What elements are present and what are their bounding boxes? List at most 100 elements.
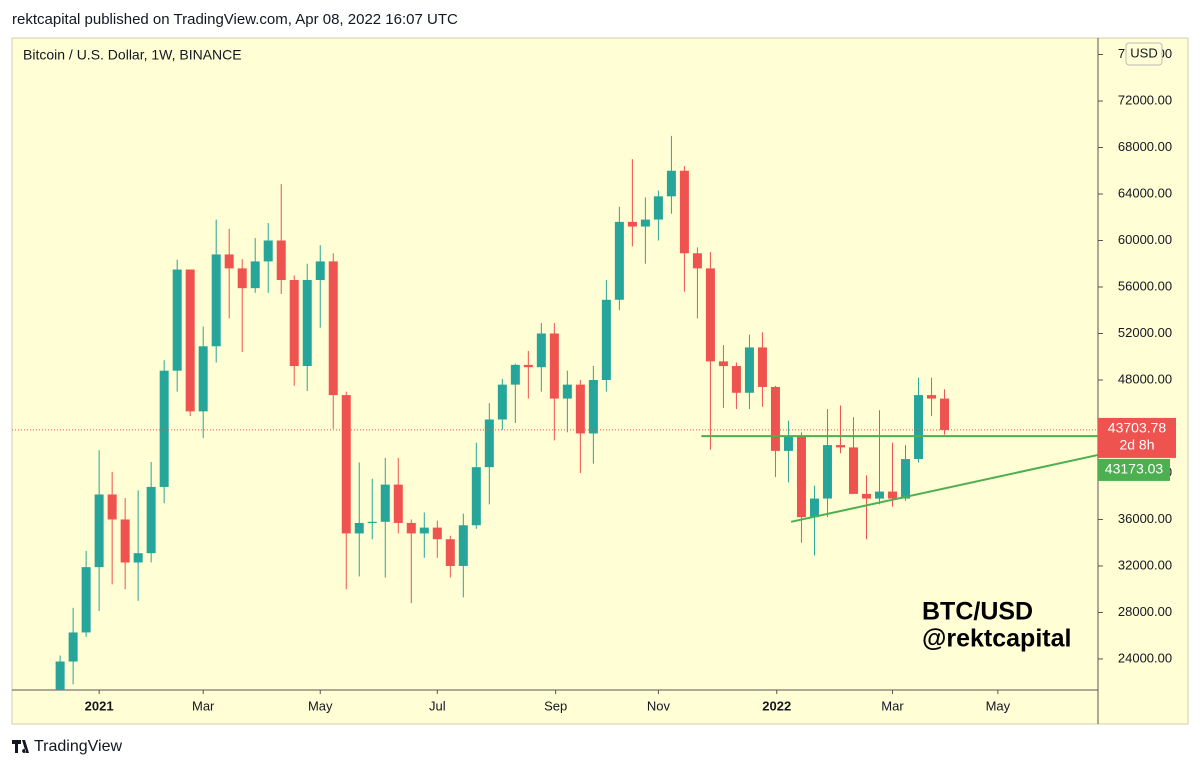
candle-body bbox=[757, 347, 767, 387]
candle-body bbox=[575, 384, 585, 434]
x-tick-label: Mar bbox=[192, 698, 215, 713]
candle-body bbox=[484, 419, 494, 468]
candle-body bbox=[432, 527, 442, 540]
trendline bbox=[790, 453, 1099, 523]
y-tick-label: 32000.00 bbox=[1118, 557, 1172, 572]
symbol-title: Bitcoin / U.S. Dollar, 1W, BINANCE bbox=[23, 47, 242, 63]
watermark: @rektcapital bbox=[922, 625, 1071, 653]
candle-body bbox=[523, 364, 533, 368]
y-tick-label: 52000.00 bbox=[1118, 325, 1172, 340]
x-tick-label: May bbox=[986, 698, 1011, 713]
currency-box bbox=[1125, 42, 1163, 66]
y-tick-label: 28000.00 bbox=[1118, 604, 1172, 619]
candle-body bbox=[237, 268, 247, 289]
candle-body bbox=[55, 661, 65, 690]
candle-body bbox=[367, 521, 377, 523]
candle-body bbox=[289, 280, 299, 367]
candle-body bbox=[770, 386, 780, 451]
candle-body bbox=[68, 632, 78, 662]
candle-body bbox=[666, 170, 676, 197]
watermark: BTC/USD bbox=[922, 598, 1033, 626]
candle-body bbox=[536, 333, 546, 368]
candle-body bbox=[510, 364, 520, 385]
candle-body bbox=[601, 299, 611, 380]
candle-body bbox=[341, 395, 351, 534]
x-tick-label: Nov bbox=[647, 698, 671, 713]
candle-body bbox=[914, 395, 924, 460]
last-price-box bbox=[1098, 417, 1176, 458]
y-tick-label: 48000.00 bbox=[1118, 371, 1172, 386]
candle-body bbox=[835, 445, 845, 448]
y-tick-label: 36000.00 bbox=[1118, 511, 1172, 526]
y-tick-label: 72000.00 bbox=[1118, 92, 1172, 107]
candle-body bbox=[146, 486, 156, 554]
candle-body bbox=[445, 539, 455, 566]
candle-body bbox=[81, 567, 91, 633]
candle-body bbox=[848, 447, 858, 494]
candle-body bbox=[718, 361, 728, 367]
candle-body bbox=[705, 268, 715, 362]
candle-body bbox=[172, 269, 182, 371]
x-tick-label: Sep bbox=[544, 698, 567, 713]
candle-body bbox=[302, 280, 312, 367]
candle-body bbox=[419, 527, 429, 534]
candle-body bbox=[901, 459, 911, 499]
candle-body bbox=[211, 254, 221, 347]
candle-body bbox=[783, 436, 793, 451]
candle-body bbox=[393, 484, 403, 523]
y-tick-label: 68000.00 bbox=[1118, 139, 1172, 154]
candle-body bbox=[276, 240, 286, 281]
candle-body bbox=[185, 269, 195, 412]
candle-body bbox=[588, 379, 598, 434]
candle-body bbox=[120, 519, 130, 563]
candle-body bbox=[406, 522, 416, 534]
candle-body bbox=[562, 384, 572, 399]
level-box bbox=[1098, 458, 1170, 481]
candle-body bbox=[744, 347, 754, 393]
candle-body bbox=[263, 240, 273, 262]
candle-body bbox=[315, 261, 325, 281]
candle-body bbox=[224, 254, 234, 269]
candle-body bbox=[328, 261, 338, 396]
footer: TradingView bbox=[34, 738, 122, 755]
chart-panel bbox=[11, 37, 1189, 725]
candle-body bbox=[94, 494, 104, 568]
candle-body bbox=[888, 491, 898, 499]
candle-body bbox=[679, 170, 689, 254]
y-tick-label: 60000.00 bbox=[1118, 232, 1172, 247]
x-tick-label: 2021 bbox=[85, 698, 114, 713]
x-tick-label: Jul bbox=[429, 698, 446, 713]
candle-body bbox=[731, 366, 741, 393]
candle-body bbox=[874, 491, 884, 499]
y-tick-label: 24000.00 bbox=[1118, 650, 1172, 665]
currency: USD bbox=[1130, 45, 1157, 60]
candle-body bbox=[549, 333, 559, 399]
x-tick-label: 2022 bbox=[762, 698, 791, 713]
countdown: 2d 8h bbox=[1119, 437, 1154, 453]
candle-body bbox=[250, 261, 260, 289]
candle-body bbox=[640, 219, 650, 227]
level-label: 43173.03 bbox=[1105, 461, 1164, 477]
candle-body bbox=[159, 370, 169, 487]
x-tick-label: May bbox=[308, 698, 333, 713]
candle-body bbox=[614, 221, 624, 300]
candle-body bbox=[497, 384, 507, 420]
y-tick-label: 56000.00 bbox=[1118, 278, 1172, 293]
candle-body bbox=[627, 221, 637, 227]
candle-body bbox=[380, 484, 390, 522]
candle-body bbox=[796, 436, 806, 518]
candle-body bbox=[822, 445, 832, 499]
candle-body bbox=[471, 467, 481, 526]
candle-body bbox=[927, 395, 937, 399]
candle-body bbox=[107, 494, 117, 520]
candle-body bbox=[198, 346, 208, 412]
candle-body bbox=[458, 525, 468, 566]
y-tick-label: 64000.00 bbox=[1118, 185, 1172, 200]
candle-body bbox=[133, 553, 143, 563]
x-tick-label: Mar bbox=[881, 698, 904, 713]
candle-body bbox=[653, 196, 663, 220]
candle-body bbox=[809, 498, 819, 518]
candle-body bbox=[861, 493, 871, 499]
logo bbox=[12, 740, 29, 753]
